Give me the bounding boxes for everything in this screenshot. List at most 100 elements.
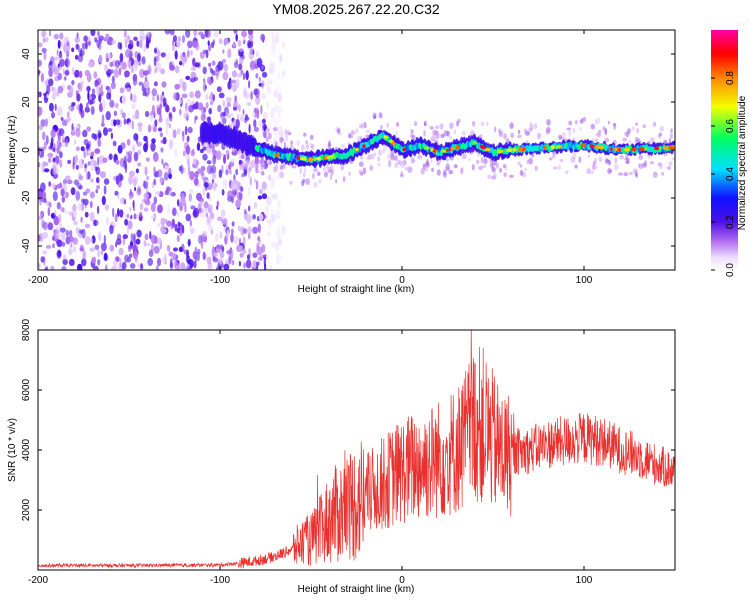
- spectrogram-noise-blob: [133, 213, 137, 220]
- spectrogram-halo-blob: [578, 156, 582, 163]
- spectrogram-halo-blob: [327, 166, 333, 173]
- spectrogram-halo-blob: [283, 141, 286, 149]
- spectrogram-noise-blob: [204, 30, 209, 38]
- spectrogram-halo-blob: [248, 167, 252, 173]
- spectrogram-halo-blob: [565, 170, 569, 175]
- spectrogram-noise-blob: [254, 63, 258, 70]
- spectrogram-noise-blob: [238, 63, 243, 71]
- spectrogram-noise-blob: [172, 129, 177, 139]
- spectrogram-noise-blob: [83, 149, 86, 159]
- spectrogram-noise-blob: [125, 49, 130, 58]
- spectrogram-noise-blob: [277, 131, 282, 139]
- spectrogram-noise-blob: [187, 263, 190, 268]
- spectrogram-noise-blob: [98, 54, 103, 64]
- spectrogram-halo-blob: [303, 132, 307, 137]
- spectrogram-noise-blob: [160, 228, 167, 233]
- spectrogram-noise-blob: [144, 166, 148, 176]
- spectrogram-noise-blob: [97, 30, 100, 37]
- spectrogram-noise-blob: [145, 139, 149, 149]
- spectrogram-noise-blob: [216, 150, 222, 161]
- spectrogram-noise-blob: [66, 111, 70, 119]
- spectrogram-noise-blob: [53, 216, 60, 226]
- spectrogram-noise-blob: [102, 100, 106, 110]
- spectrogram-noise-blob: [196, 142, 201, 152]
- spectrogram-noise-blob: [96, 205, 100, 215]
- spectrogram-noise-blob: [270, 213, 276, 223]
- spectrogram-noise-blob: [61, 232, 66, 242]
- spectrogram-noise-blob: [222, 100, 226, 108]
- spectrogram-noise-blob: [153, 126, 157, 133]
- spectrogram-noise-blob: [72, 246, 77, 253]
- spectrogram-noise-blob: [38, 59, 42, 67]
- spectrogram-noise-blob: [154, 47, 157, 54]
- spectrogram-noise-blob: [208, 62, 212, 67]
- spectrogram-noise-blob: [127, 220, 133, 230]
- spectrogram-noise-blob: [166, 220, 172, 227]
- spectrogram-halo-blob: [435, 125, 439, 129]
- spectrogram-noise-blob: [202, 66, 207, 75]
- spectrogram-noise-blob: [42, 250, 47, 255]
- spectrogram-noise-blob: [87, 90, 90, 101]
- spectrogram-ridge-peak: [402, 147, 407, 152]
- spectrogram-noise-blob: [52, 243, 55, 249]
- spectrogram-noise-blob: [271, 39, 275, 50]
- spectrogram-halo-blob: [262, 121, 265, 128]
- spectrogram-noise-blob: [277, 71, 281, 80]
- spectrogram-noise-blob: [218, 169, 223, 179]
- spectrogram-noise-blob: [106, 216, 109, 226]
- spectrogram-halo-blob: [448, 170, 454, 175]
- spectrogram-noise-blob: [84, 163, 88, 169]
- spectrogram-noise-blob: [266, 122, 272, 128]
- spectrogram-noise-blob: [54, 209, 57, 216]
- spectrogram-noise-blob: [111, 266, 118, 270]
- spectrogram-noise-blob: [266, 231, 271, 237]
- spectrogram-halo-blob: [619, 154, 625, 160]
- spectrogram-noise-blob: [276, 252, 279, 258]
- spectrogram-halo-blob: [579, 119, 583, 124]
- spectrogram-halo-blob: [517, 161, 521, 166]
- spectrogram-noise-blob: [249, 47, 254, 55]
- spectrogram-noise-blob: [79, 103, 83, 112]
- spectrogram-noise-blob: [128, 253, 133, 258]
- spectrogram-noise-blob: [139, 203, 144, 211]
- spectrogram-noise-blob: [254, 155, 259, 165]
- spectrogram-noise-blob: [231, 79, 237, 84]
- spectrogram-noise-blob: [185, 75, 191, 80]
- spectrogram-noise-blob: [97, 139, 102, 147]
- spectrogram-noise-blob: [69, 86, 74, 96]
- spectrogram-noise-blob: [209, 100, 214, 106]
- spectrogram-halo-blob: [546, 119, 551, 126]
- spectrogram-noise-blob: [185, 145, 191, 155]
- spectrogram-noise-blob: [174, 223, 178, 232]
- spectrogram-halo-blob: [312, 172, 315, 180]
- spectrogram-noise-blob: [160, 68, 166, 75]
- spectrogram-noise-blob: [47, 157, 52, 163]
- spectrogram-halo-blob: [387, 153, 390, 159]
- spectrogram-halo-blob: [410, 129, 414, 134]
- spectrogram-noise-blob: [216, 248, 221, 254]
- spectrogram-noise-blob: [68, 258, 75, 266]
- spectrogram-noise-blob: [109, 224, 114, 235]
- spectrogram-halo-blob: [597, 129, 602, 134]
- spectrogram-noise-blob: [233, 235, 239, 245]
- spectrogram-noise-blob: [53, 61, 57, 69]
- snr-xlabel: Height of straight line (km): [298, 584, 415, 595]
- spectrogram-noise-blob: [190, 227, 195, 235]
- y-tick-label: -40: [21, 238, 32, 253]
- snr-series-line: [38, 330, 675, 569]
- spectrogram-noise-blob: [246, 214, 252, 224]
- spectrogram-noise-blob: [146, 157, 150, 162]
- spectrogram-noise-blob: [160, 147, 164, 153]
- spectrogram-noise-blob: [256, 242, 260, 250]
- spectrogram-noise-blob: [172, 106, 176, 113]
- spectrogram-noise-blob: [162, 97, 167, 107]
- spectrogram-halo-blob: [358, 161, 364, 167]
- spectrogram-halo-blob: [423, 120, 427, 127]
- spectrogram-noise-blob: [169, 30, 175, 36]
- spectrogram-halo-blob: [383, 144, 387, 152]
- spectrogram-noise-blob: [221, 189, 225, 196]
- spectrogram-noise-blob: [246, 254, 251, 260]
- spectrogram-noise-blob: [51, 183, 56, 189]
- spectrogram-noise-blob: [171, 207, 177, 217]
